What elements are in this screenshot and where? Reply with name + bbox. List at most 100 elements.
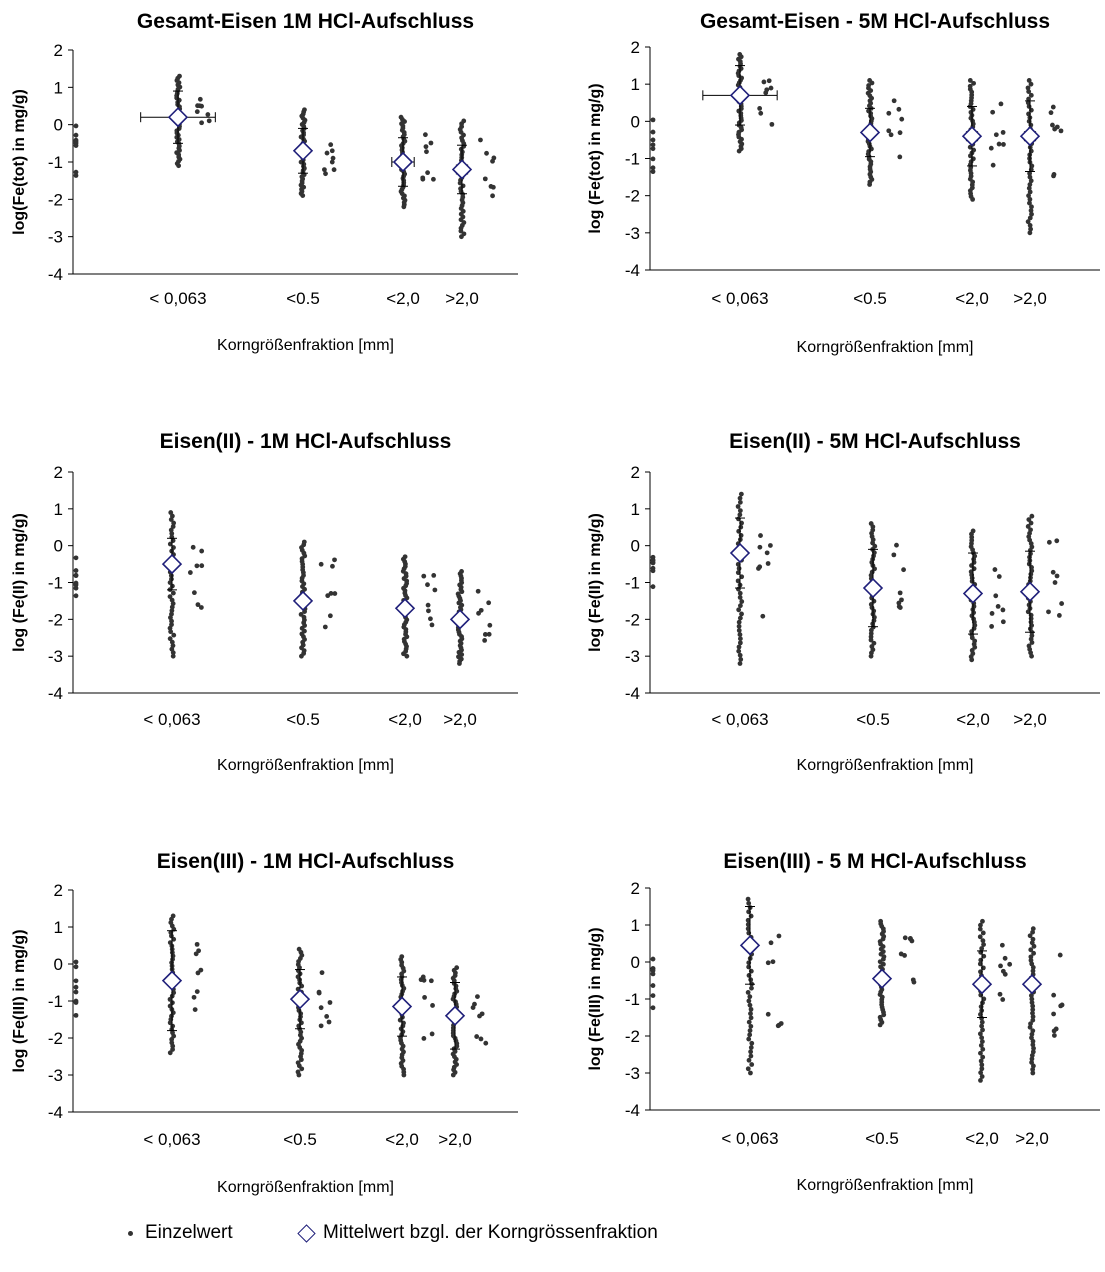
single-value-point — [73, 169, 79, 175]
single-value-point — [170, 913, 176, 919]
single-value-point — [73, 978, 79, 984]
single-value-point — [475, 994, 480, 1000]
single-value-point — [866, 83, 872, 88]
x-tick-label: <2,0 — [386, 289, 420, 308]
single-value-point — [765, 960, 771, 966]
single-value-point — [479, 1011, 485, 1017]
single-value-point — [486, 631, 492, 637]
single-value-point — [758, 110, 764, 116]
single-value-point — [746, 900, 752, 906]
x-axis-label: Korngrößenfraktion [mm] — [217, 757, 394, 774]
single-value-point — [737, 640, 743, 646]
single-value-point — [428, 616, 433, 622]
single-value-point — [195, 602, 201, 608]
single-value-point — [170, 524, 176, 529]
single-value-point — [894, 542, 899, 548]
single-value-point — [748, 1053, 754, 1059]
single-value-point — [758, 533, 763, 538]
single-value-point — [1030, 1010, 1035, 1016]
x-tick-label: <2,0 — [955, 289, 989, 308]
single-value-point — [167, 541, 173, 547]
single-value-point — [73, 173, 79, 178]
single-value-point — [748, 913, 754, 919]
single-value-point — [739, 611, 744, 617]
single-value-point — [980, 1027, 985, 1033]
single-value-point — [978, 1043, 984, 1048]
single-value-point — [1030, 1017, 1036, 1023]
series-single-values — [73, 510, 493, 666]
single-value-point — [993, 132, 999, 138]
single-value-point — [977, 1031, 983, 1037]
single-value-point — [170, 653, 176, 659]
single-value-point — [768, 940, 774, 946]
single-value-point — [330, 155, 336, 161]
x-axis-label: Korngrößenfraktion [mm] — [217, 1179, 394, 1196]
single-value-point — [170, 590, 176, 596]
mean-marker — [1019, 581, 1041, 602]
single-value-point — [1054, 538, 1060, 544]
single-value-point — [1051, 173, 1056, 179]
single-value-point — [331, 167, 337, 173]
single-value-point — [170, 1023, 176, 1029]
single-value-point — [748, 1015, 754, 1021]
single-value-point — [1025, 100, 1031, 106]
y-axis-label: log (Fe(III) in mg/g) — [587, 927, 604, 1070]
single-value-point — [1052, 580, 1058, 585]
y-tick-label: 0 — [54, 537, 63, 556]
single-value-point — [739, 599, 745, 604]
diamond-marker-icon — [297, 1223, 316, 1243]
single-value-point — [737, 595, 743, 600]
single-value-point — [1027, 230, 1033, 236]
single-value-point — [424, 149, 429, 155]
single-value-point — [749, 985, 754, 991]
chart-title: Eisen(II) - 1M HCl-Aufschluss — [160, 430, 452, 453]
chart-panel-1: Gesamt-Eisen 1M HCl-Aufschluss 2 1 0 -1 -2 -3 -… — [11, 10, 518, 354]
single-value-point — [322, 167, 327, 173]
single-value-point — [169, 608, 175, 614]
single-value-point — [650, 584, 656, 590]
single-value-point — [967, 83, 973, 89]
single-value-point — [1029, 204, 1034, 210]
single-value-point — [1054, 573, 1060, 579]
single-value-point — [1029, 1000, 1035, 1006]
single-value-point — [301, 539, 307, 545]
single-value-point — [737, 508, 743, 514]
x-tick-label: < 0,063 — [143, 1130, 200, 1149]
single-value-point — [1028, 947, 1034, 953]
single-value-point — [749, 1040, 755, 1046]
single-value-point — [978, 1050, 983, 1056]
series-mean-values — [702, 65, 1041, 173]
single-value-point — [490, 158, 495, 164]
x-tick-label: <0.5 — [865, 1129, 899, 1148]
point-marker-icon — [128, 1230, 133, 1236]
mean-marker — [292, 590, 314, 612]
mean-marker — [859, 122, 881, 143]
x-tick-label: < 0,063 — [149, 289, 206, 308]
y-tick-label: 0 — [54, 955, 63, 974]
y-tick-label: -3 — [625, 647, 640, 666]
single-value-point — [1028, 81, 1034, 87]
single-value-point — [1058, 128, 1064, 134]
single-value-point — [325, 593, 331, 599]
y-tick-label: -2 — [625, 610, 640, 629]
single-value-point — [981, 996, 987, 1002]
single-value-point — [199, 120, 205, 126]
x-tick-label: >2,0 — [1015, 1129, 1049, 1148]
single-value-point — [897, 590, 903, 596]
single-value-point — [73, 555, 79, 561]
single-value-point — [1029, 211, 1034, 217]
single-value-point — [1059, 601, 1065, 606]
single-value-point — [421, 573, 427, 579]
single-value-point — [482, 632, 488, 637]
single-value-point — [1029, 633, 1035, 639]
single-value-point — [748, 1006, 754, 1012]
x-tick-label: >2,0 — [445, 289, 479, 308]
y-tick-label: 0 — [54, 116, 63, 135]
single-value-point — [192, 1007, 198, 1012]
single-value-point — [486, 600, 492, 606]
single-value-point — [650, 554, 656, 560]
single-value-point — [422, 132, 428, 138]
y-tick-label: -1 — [48, 574, 63, 593]
single-value-point — [748, 1045, 754, 1050]
chart-title: Gesamt-Eisen - 5M HCl-Aufschluss — [700, 10, 1050, 33]
